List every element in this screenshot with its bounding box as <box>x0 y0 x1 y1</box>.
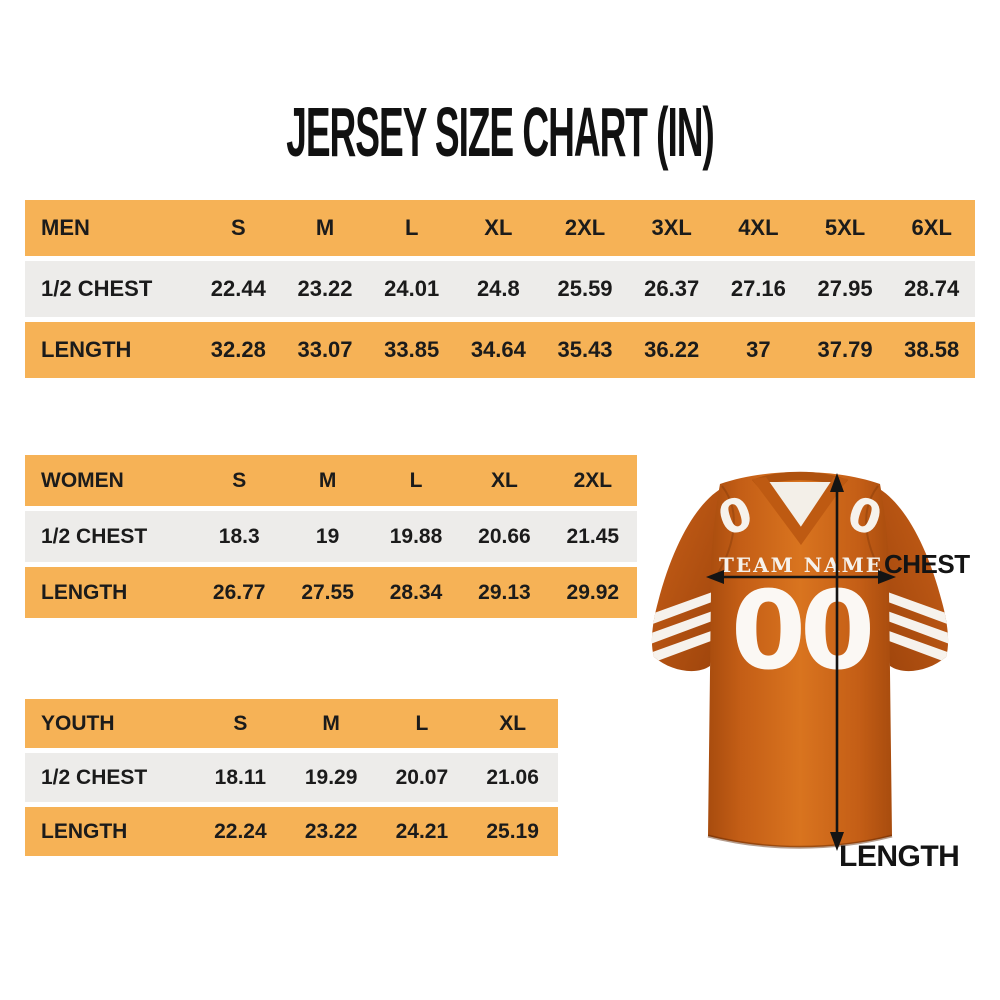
value-cell: 28.34 <box>389 580 443 604</box>
jersey-left-sleeve <box>651 486 727 672</box>
sleeve-stripe <box>651 590 720 628</box>
length-measure-label: LENGTH <box>839 840 960 873</box>
women-col-header: S <box>232 468 247 492</box>
value-cell: 29.13 <box>478 580 531 604</box>
men-table-title: MEN <box>41 215 90 240</box>
women-length-row: LENGTH 26.77 27.55 28.34 29.13 29.92 <box>25 567 637 618</box>
value-cell: 18.11 <box>214 765 267 789</box>
value-cell: 20.66 <box>478 524 531 548</box>
youth-col-header: S <box>233 711 248 735</box>
men-chest-row: 1/2 CHEST 22.44 23.22 24.01 24.8 25.59 2… <box>25 261 975 317</box>
chest-arrow <box>706 570 896 584</box>
row-label: LENGTH <box>41 337 132 362</box>
women-table-title: WOMEN <box>41 468 124 492</box>
value-cell: 26.37 <box>644 276 700 301</box>
value-cell: 23.22 <box>297 276 353 301</box>
men-col-header: 2XL <box>564 215 606 240</box>
youth-size-table: YOUTH S M L XL 1/2 CHEST 18.11 19.29 20.… <box>25 699 558 856</box>
men-col-header: 5XL <box>824 215 866 240</box>
sleeve-stripe <box>651 626 727 664</box>
value-cell: 21.45 <box>566 524 620 548</box>
sleeve-stripe <box>880 590 949 628</box>
value-cell: 20.07 <box>395 765 449 789</box>
value-cell: 38.58 <box>904 337 960 362</box>
youth-chest-row: 1/2 CHEST 18.11 19.29 20.07 21.06 <box>25 753 558 802</box>
row-label: LENGTH <box>41 580 128 604</box>
value-cell: 33.07 <box>297 337 353 362</box>
men-col-header: XL <box>484 215 513 240</box>
value-cell: 37.79 <box>817 337 873 362</box>
value-cell: 22.24 <box>214 819 267 843</box>
value-cell: 24.8 <box>476 276 520 301</box>
women-col-header: L <box>409 468 423 492</box>
chest-measure-label: CHEST <box>884 549 970 579</box>
youth-col-header: XL <box>499 711 527 735</box>
men-length-row: LENGTH 32.28 33.07 33.85 34.64 35.43 36.… <box>25 322 975 378</box>
men-col-header: 3XL <box>651 215 692 240</box>
men-col-header: L <box>404 215 419 240</box>
women-col-header: XL <box>491 468 518 492</box>
youth-header-row: YOUTH S M L XL <box>25 699 558 748</box>
value-cell: 21.06 <box>486 765 539 789</box>
value-cell: 27.16 <box>730 276 786 301</box>
men-col-header: S <box>230 215 246 240</box>
women-chest-row: 1/2 CHEST 18.3 19 19.88 20.66 21.45 <box>25 511 637 562</box>
men-col-header: 6XL <box>911 215 952 240</box>
row-label: 1/2 CHEST <box>41 276 153 301</box>
jersey-hem-shadow <box>707 834 893 849</box>
value-cell: 33.85 <box>384 337 440 362</box>
row-label: 1/2 CHEST <box>41 765 148 789</box>
women-header-row: WOMEN S M L XL 2XL <box>25 455 637 506</box>
value-cell: 24.01 <box>384 276 440 301</box>
value-cell: 24.21 <box>395 819 449 843</box>
value-cell: 19 <box>315 524 340 548</box>
youth-table-title: YOUTH <box>41 711 115 735</box>
value-cell: 25.19 <box>486 819 539 843</box>
men-size-table: MEN S M L XL 2XL 3XL 4XL 5XL 6XL 1/2 CHE… <box>25 200 975 378</box>
women-col-header: 2XL <box>573 468 613 492</box>
value-cell: 28.74 <box>904 276 960 301</box>
sleeve-stripe <box>873 626 949 664</box>
value-cell: 19.29 <box>304 765 358 789</box>
youth-col-header: L <box>415 711 429 735</box>
youth-length-row: LENGTH 22.24 23.22 24.21 25.19 <box>25 807 558 856</box>
sleeve-stripe <box>877 608 949 646</box>
row-label: 1/2 CHEST <box>41 524 148 548</box>
value-cell: 27.95 <box>817 276 873 301</box>
jersey-right-sleeve <box>873 486 949 672</box>
value-cell: 19.88 <box>389 524 443 548</box>
value-cell: 23.22 <box>304 819 358 843</box>
value-cell: 26.77 <box>212 580 266 604</box>
jersey-illustration: 0 0 TEAM NAME 00 <box>651 471 949 851</box>
men-col-header: M <box>315 215 335 240</box>
row-label: LENGTH <box>41 819 128 843</box>
value-cell: 32.28 <box>210 337 266 362</box>
women-col-header: M <box>318 468 337 492</box>
value-cell: 18.3 <box>218 524 260 548</box>
women-size-table: WOMEN S M L XL 2XL 1/2 CHEST 18.3 19 19.… <box>25 455 637 618</box>
value-cell: 34.64 <box>470 337 526 362</box>
jersey-collar <box>752 471 848 545</box>
value-cell: 22.44 <box>210 276 266 301</box>
value-cell: 27.55 <box>301 580 354 604</box>
value-cell: 36.22 <box>644 337 700 362</box>
sleeve-stripe <box>651 608 723 646</box>
jersey-number-text: 00 <box>731 569 870 694</box>
youth-col-header: M <box>322 711 340 735</box>
jersey-body <box>708 472 892 848</box>
value-cell: 25.59 <box>557 276 613 301</box>
value-cell: 35.43 <box>557 337 613 362</box>
length-arrow <box>830 473 844 851</box>
men-col-header: 4XL <box>738 215 779 240</box>
men-header-row: MEN S M L XL 2XL 3XL 4XL 5XL 6XL <box>25 200 975 256</box>
page-title: JERSEY SIZE CHART (IN) <box>286 93 715 171</box>
value-cell: 29.92 <box>566 580 620 604</box>
team-name-text: TEAM NAME <box>719 553 883 577</box>
jersey-seams <box>713 485 887 581</box>
value-cell: 37 <box>746 337 771 362</box>
